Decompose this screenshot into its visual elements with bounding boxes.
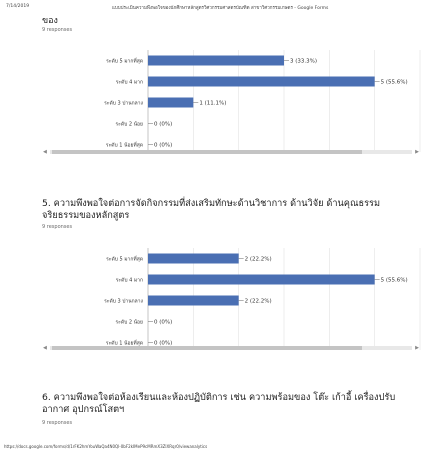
bar[interactable] <box>148 274 375 285</box>
data-label: 5 (55.6%) <box>381 278 408 284</box>
data-label: 1 (11.1%) <box>199 101 226 107</box>
scroll-right-arrow-icon[interactable]: ▶ <box>415 345 419 351</box>
scroll-right-arrow-icon[interactable]: ▶ <box>415 149 419 155</box>
category-label: ระดับ 2 น้อย <box>115 319 143 326</box>
data-label: 3 (33.3%) <box>290 59 317 65</box>
question-4-bar-chart: 0123456ระดับ 5 มากที่สุด3 (33.3%)ระดับ 4… <box>104 50 421 152</box>
question-4-title-continued: ของ <box>42 16 58 26</box>
data-label: 0 (0%) <box>154 143 172 149</box>
chart-2-scrollbar[interactable]: ◀ ▶ <box>42 344 420 352</box>
bar[interactable] <box>148 76 375 87</box>
category-label: ระดับ 2 น้อย <box>115 121 143 128</box>
scroll-thumb[interactable] <box>52 346 362 350</box>
data-label: 0 (0%) <box>154 341 172 347</box>
category-label: ระดับ 3 ปานกลาง <box>104 299 143 305</box>
scroll-left-arrow-icon[interactable]: ◀ <box>43 149 47 155</box>
category-label: ระดับ 4 มาก <box>116 278 143 284</box>
print-header: 7/14/2019 แบบประเมินความพึงพอใจของนักศึก… <box>0 4 426 14</box>
scroll-thumb[interactable] <box>52 150 362 154</box>
question-5-responses: 9 responses <box>42 224 73 230</box>
question-5-bar-chart: 0123456ระดับ 5 มากที่สุด2 (22.2%)ระดับ 4… <box>104 248 421 350</box>
chart-1-scrollbar[interactable]: ◀ ▶ <box>42 148 420 156</box>
category-label: ระดับ 5 มากที่สุด <box>106 256 143 263</box>
question-6-title: 6. ความพึงพอใจต่อห้องเรียนและห้องปฏิบัติ… <box>42 392 396 415</box>
bar[interactable] <box>148 295 239 306</box>
bar[interactable] <box>148 97 194 108</box>
question-6-responses: 9 responses <box>42 420 73 426</box>
category-label: ระดับ 1 น้อยที่สุด <box>106 142 143 149</box>
print-doc-title: แบบประเมินความพึงพอใจของนักศึกษาหลักสูตร… <box>112 6 329 11</box>
category-label: ระดับ 4 มาก <box>116 80 143 86</box>
data-label: 0 (0%) <box>154 320 172 326</box>
bar[interactable] <box>148 55 284 66</box>
data-label: 2 (22.2%) <box>245 299 272 305</box>
category-label: ระดับ 5 มากที่สุด <box>106 58 143 65</box>
question-5-title: 5. ความพึงพอใจต่อการจัดกิจกรรมที่ส่งเสริ… <box>42 198 381 221</box>
bar[interactable] <box>148 253 239 264</box>
print-date: 7/14/2019 <box>6 4 30 9</box>
data-label: 5 (55.6%) <box>381 80 408 86</box>
scroll-left-arrow-icon[interactable]: ◀ <box>43 345 47 351</box>
question-4-responses: 9 responses <box>42 27 73 33</box>
data-label: 0 (0%) <box>154 122 172 128</box>
category-label: ระดับ 1 น้อยที่สุด <box>106 340 143 347</box>
print-footer-url: https://docs.google.com/forms/d/1rFK2hmY… <box>4 444 208 449</box>
category-label: ระดับ 3 ปานกลาง <box>104 101 143 107</box>
data-label: 2 (22.2%) <box>245 257 272 263</box>
